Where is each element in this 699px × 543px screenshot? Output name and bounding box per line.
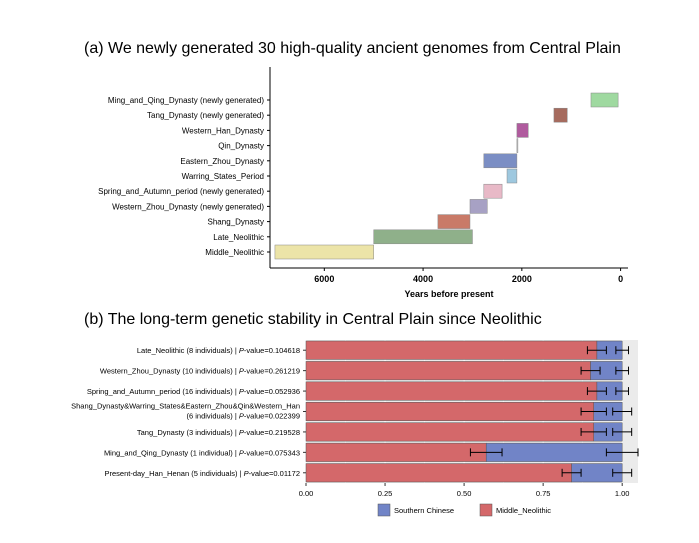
admixture-chart: Late_Neolithic (8 individuals) | P-value… — [71, 340, 639, 517]
panel-b-title: (b) The long-term genetic stability in C… — [84, 311, 542, 328]
timeline-bar — [516, 138, 519, 153]
bar-middle-neolithic — [305, 381, 598, 401]
x-tick-label: 0.50 — [457, 489, 472, 498]
timeline-bar — [437, 214, 471, 229]
x-tick-label: 1.00 — [615, 489, 630, 498]
y-tick-label: Late_Neolithic (8 individuals) | P-value… — [137, 346, 300, 355]
bar-middle-neolithic — [305, 442, 487, 462]
bar-middle-neolithic — [305, 422, 594, 442]
timeline-bar — [483, 183, 503, 199]
y-tick-label: Shang_Dynasty — [208, 218, 264, 227]
y-tick-label: Western_Zhou_Dynasty (10 individuals) | … — [100, 367, 300, 376]
y-tick-label: Eastern_Zhou_Dynasty — [180, 157, 264, 166]
y-tick-label: Present-day_Han_Henan (5 individuals) | … — [105, 469, 301, 478]
timeline-bar — [469, 199, 488, 214]
legend-swatch — [377, 503, 391, 517]
legend-label: Middle_Neolithic — [496, 506, 551, 515]
x-tick-label: 2000 — [512, 274, 532, 284]
y-tick-label: Western_Zhou_Dynasty (newly generated) — [112, 202, 264, 211]
y-tick-label: Late_Neolithic — [213, 233, 264, 242]
bar-middle-neolithic — [305, 361, 591, 381]
x-tick-label: 0 — [618, 274, 623, 284]
y-tick-label: (6 individuals) | P-value=0.022399 — [187, 412, 301, 421]
timeline-bar — [506, 168, 518, 184]
timeline-bar — [516, 123, 529, 138]
legend-swatch — [479, 503, 493, 517]
y-tick-label: Western_Han_Dynasty — [182, 126, 264, 135]
timeline-bar — [373, 229, 473, 245]
y-tick-label: Spring_and_Autumn_period (newly generate… — [98, 187, 264, 196]
y-tick-label: Ming_and_Qing_Dynasty (1 individual) | P… — [104, 448, 300, 457]
x-tick-label: 0.00 — [299, 489, 314, 498]
y-tick-label: Tang_Dynasty (3 individuals) | P-value=0… — [137, 428, 300, 437]
x-tick-label: 4000 — [413, 274, 433, 284]
y-tick-label: Middle_Neolithic — [205, 248, 264, 257]
timeline-bar — [274, 244, 374, 260]
y-tick-label: Spring_and_Autumn_period (16 individuals… — [87, 387, 300, 396]
timeline-chart: Ming_and_Qing_Dynasty (newly generated) T… — [98, 67, 628, 299]
y-tick-label: Qin_Dynasty — [218, 142, 264, 151]
y-tick-label: Ming_and_Qing_Dynasty (newly generated) — [108, 96, 264, 105]
timeline-bar — [553, 107, 568, 123]
timeline-bar — [483, 153, 518, 169]
bar-middle-neolithic — [305, 463, 572, 483]
bar-southern-chinese — [485, 442, 623, 462]
x-tick-label: 0.75 — [536, 489, 551, 498]
legend-label: Southern Chinese — [394, 506, 454, 515]
y-tick-label: Shang_Dynasty&Warring_States&Eastern_Zho… — [71, 402, 300, 411]
bar-middle-neolithic — [305, 340, 598, 360]
x-axis-title: Years before present — [404, 289, 493, 299]
y-tick-label: Tang_Dynasty (newly generated) — [147, 111, 264, 120]
timeline-bar — [590, 92, 619, 108]
y-tick-label: Warring_States_Period — [182, 172, 264, 181]
x-tick-label: 6000 — [314, 274, 334, 284]
bar-middle-neolithic — [305, 402, 594, 421]
panel-a-title: (a) We newly generated 30 high-quality a… — [84, 40, 621, 57]
x-tick-label: 0.25 — [378, 489, 393, 498]
